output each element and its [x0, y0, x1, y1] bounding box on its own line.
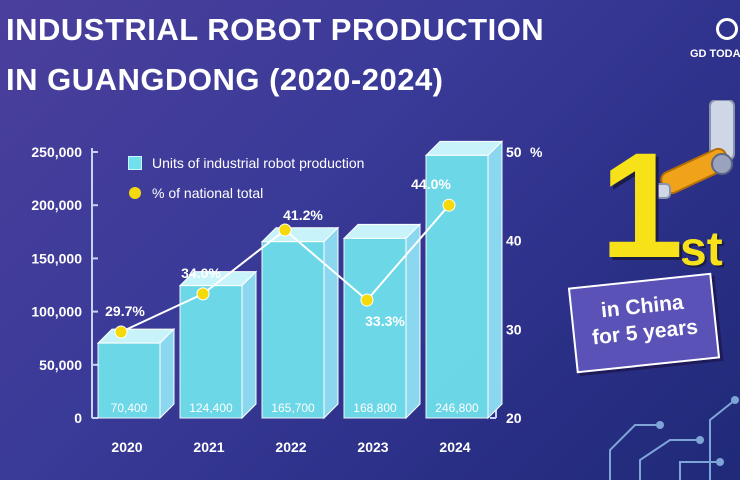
bar	[97, 342, 161, 419]
chart-title-line-1: INDUSTRIAL ROBOT PRODUCTION	[6, 12, 545, 47]
legend-label-dots: % of national total	[152, 185, 264, 201]
percent-label: 33.3%	[365, 313, 405, 329]
right-axis-tick-label: 20	[506, 410, 522, 426]
chart-title-line-2: IN GUANGDONG (2020-2024)	[6, 62, 444, 97]
bar	[179, 285, 243, 419]
chart-canvas: 0 50,000 100,000 150,000 200,000 250,000 20 30 4…	[31, 140, 543, 455]
badge-box: in China for 5 years	[567, 272, 721, 374]
x-axis-tick-label: 2020	[111, 439, 142, 455]
legend-bar-swatch	[128, 156, 142, 170]
left-axis-tick-label: 250,000	[31, 144, 82, 160]
legend-label-bars: Units of industrial robot production	[152, 155, 365, 171]
gd-today-logo: GD TODA	[688, 18, 740, 70]
percent-point	[442, 198, 456, 212]
legend-item-dots: % of national total	[128, 178, 364, 208]
percent-label: 41.2%	[283, 207, 323, 223]
x-axis-tick-label: 2024	[439, 439, 470, 455]
bar-value-label: 70,400	[111, 401, 148, 415]
legend-dot-swatch	[129, 187, 141, 199]
bar-side	[241, 270, 257, 420]
x-axis-tick-label: 2022	[275, 439, 306, 455]
percent-point	[278, 223, 292, 237]
left-axis-tick-label: 100,000	[31, 304, 82, 320]
bar	[425, 154, 489, 419]
bar-value-label: 168,800	[353, 401, 397, 415]
right-axis-tick-label: 50	[506, 144, 522, 160]
x-axis-tick-label: 2021	[193, 439, 224, 455]
left-axis-tick-label: 50,000	[39, 357, 82, 373]
bar-side	[159, 327, 175, 420]
badge-number: 1	[600, 121, 684, 289]
percent-point	[360, 293, 374, 307]
left-axis-tick-label: 0	[74, 410, 82, 426]
left-axis-tick-label: 200,000	[31, 197, 82, 213]
percent-label: 29.7%	[105, 303, 145, 319]
logo-text: GD TODA	[690, 48, 740, 60]
percent-label: 44.0%	[411, 176, 451, 192]
badge-suffix: st	[680, 223, 723, 276]
right-axis-unit-label: %	[530, 144, 543, 160]
percent-point	[196, 287, 210, 301]
first-in-china-badge: 1 st in China for 5 years	[560, 120, 740, 400]
bar-side	[323, 226, 339, 420]
bar-value-label: 124,400	[189, 401, 233, 415]
legend-item-bars: Units of industrial robot production	[128, 148, 364, 178]
percent-label: 34.0%	[181, 265, 221, 281]
right-axis-tick-label: 40	[506, 233, 522, 249]
legend: Units of industrial robot production % o…	[128, 148, 364, 208]
circuit-decoration-icon	[609, 396, 739, 480]
right-axis-tick-label: 30	[506, 321, 522, 337]
x-axis-tick-label: 2023	[357, 439, 388, 455]
bar-value-label: 246,800	[435, 401, 479, 415]
bar-side	[487, 140, 503, 420]
left-axis-tick-label: 150,000	[31, 250, 82, 266]
bar-value-label: 165,700	[271, 401, 315, 415]
badge-text: in China for 5 years	[590, 290, 700, 350]
bar	[261, 241, 325, 419]
robot-arm-icon	[639, 100, 735, 199]
percent-point	[114, 325, 128, 339]
gd-today-logo-icon	[716, 18, 738, 40]
